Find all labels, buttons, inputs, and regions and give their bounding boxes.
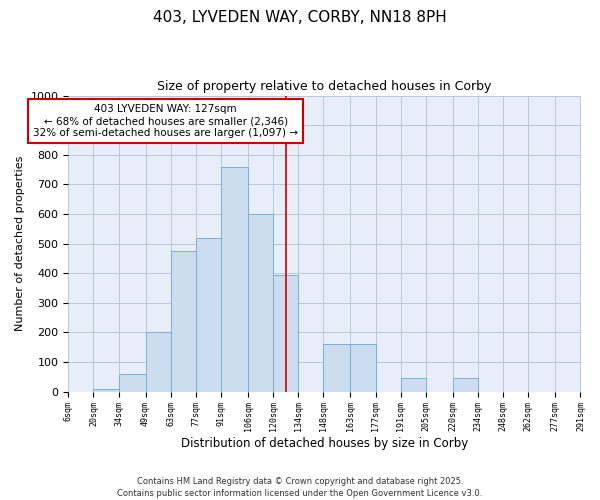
Bar <box>401 378 426 392</box>
Text: Contains HM Land Registry data © Crown copyright and database right 2025.
Contai: Contains HM Land Registry data © Crown c… <box>118 476 482 498</box>
Text: 403 LYVEDEN WAY: 127sqm
← 68% of detached houses are smaller (2,346)
32% of semi: 403 LYVEDEN WAY: 127sqm ← 68% of detache… <box>33 104 298 138</box>
Bar <box>248 214 273 392</box>
Bar <box>119 374 146 392</box>
Y-axis label: Number of detached properties: Number of detached properties <box>15 156 25 332</box>
Bar <box>94 389 119 392</box>
Title: Size of property relative to detached houses in Corby: Size of property relative to detached ho… <box>157 80 491 93</box>
X-axis label: Distribution of detached houses by size in Corby: Distribution of detached houses by size … <box>181 437 468 450</box>
Bar <box>221 166 248 392</box>
Bar <box>146 332 171 392</box>
Bar <box>196 238 221 392</box>
Text: 403, LYVEDEN WAY, CORBY, NN18 8PH: 403, LYVEDEN WAY, CORBY, NN18 8PH <box>153 10 447 25</box>
Bar <box>273 274 298 392</box>
Bar <box>350 344 376 392</box>
Bar <box>171 251 196 392</box>
Bar <box>323 344 350 392</box>
Bar <box>453 378 478 392</box>
